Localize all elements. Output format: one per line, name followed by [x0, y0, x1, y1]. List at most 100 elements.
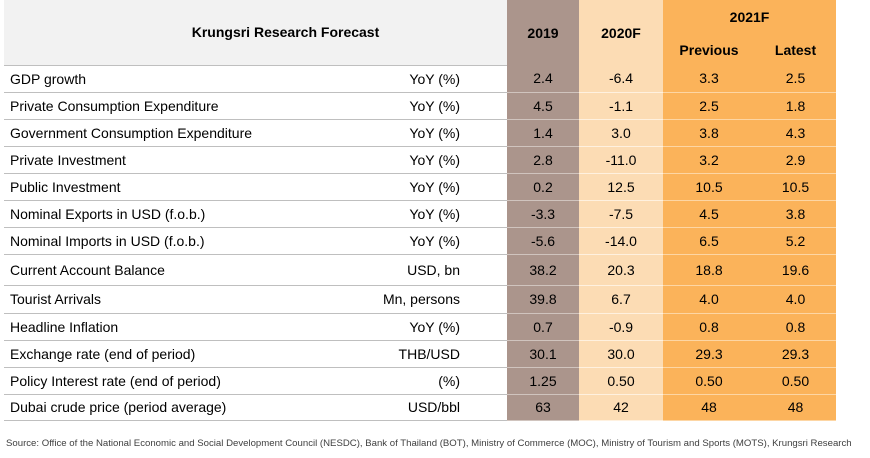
value-2020f-cell: 0.50	[579, 367, 663, 395]
indicator-cell: GDP growth	[4, 65, 304, 93]
unit-cell: THB/USD	[304, 340, 507, 368]
value-2021f-latest-cell: 48	[755, 394, 837, 421]
value-2019-cell: 63	[507, 394, 579, 421]
value-2020f-cell: 6.7	[579, 285, 663, 314]
table-row: Dubai crude price (period average) USD/bb…	[4, 394, 837, 421]
table-row: Current Account Balance USD, bn 38.2 20.3 18…	[4, 254, 837, 286]
value-2019-cell: 0.7	[507, 313, 579, 341]
unit-cell: USD, bn	[304, 254, 507, 286]
value-2021f-latest-cell: 0.50	[755, 367, 837, 395]
table-row: Headline Inflation YoY (%) 0.7 -0.9 0.8 0.8	[4, 313, 837, 341]
value-2021f-previous-cell: 4.5	[663, 200, 755, 228]
value-2019-cell: 38.2	[507, 254, 579, 286]
source-note: Source: Office of the National Economic …	[6, 438, 852, 449]
value-2021f-previous-cell: 29.3	[663, 340, 755, 368]
unit-cell: Mn, persons	[304, 285, 507, 314]
unit-cell: YoY (%)	[304, 65, 507, 93]
value-2021f-latest-cell: 2.5	[755, 65, 837, 93]
table-row: Nominal Imports in USD (f.o.b.) YoY (%) -5…	[4, 227, 837, 255]
value-2021f-previous-cell: 0.50	[663, 367, 755, 395]
header-2020f: 2020F	[579, 0, 663, 65]
value-2019-cell: 0.2	[507, 173, 579, 201]
value-2021f-latest-cell: 2.9	[755, 146, 837, 174]
value-2020f-cell: 12.5	[579, 173, 663, 201]
value-2021f-latest-cell: 5.2	[755, 227, 837, 255]
value-2020f-cell: 20.3	[579, 254, 663, 286]
value-2020f-cell: -1.1	[579, 92, 663, 120]
value-2021f-latest-cell: 19.6	[755, 254, 837, 286]
value-2020f-cell: -11.0	[579, 146, 663, 174]
forecast-table-container: Krungsri Research Forecast 2019 2020F 20…	[4, 0, 837, 421]
value-2019-cell: 30.1	[507, 340, 579, 368]
value-2020f-cell: 3.0	[579, 119, 663, 147]
value-2020f-cell: 42	[579, 394, 663, 421]
indicator-cell: Dubai crude price (period average)	[4, 394, 304, 421]
table-row: Private Consumption Expenditure YoY (%) 4.…	[4, 92, 837, 120]
header-latest: Latest	[755, 34, 837, 65]
indicator-cell: Tourist Arrivals	[4, 285, 304, 314]
indicator-cell: Private Consumption Expenditure	[4, 92, 304, 120]
unit-cell: YoY (%)	[304, 227, 507, 255]
table-row: Policy Interest rate (end of period) (%) 1…	[4, 367, 837, 395]
unit-cell: USD/bbl	[304, 394, 507, 421]
unit-cell: YoY (%)	[304, 119, 507, 147]
unit-cell: YoY (%)	[304, 173, 507, 201]
value-2019-cell: 4.5	[507, 92, 579, 120]
value-2019-cell: 1.4	[507, 119, 579, 147]
table-title: Krungsri Research Forecast	[4, 0, 507, 66]
value-2020f-cell: -6.4	[579, 65, 663, 93]
header-2019: 2019	[507, 0, 579, 65]
value-2020f-cell: -7.5	[579, 200, 663, 228]
table-row: Exchange rate (end of period) THB/USD 30.1…	[4, 340, 837, 368]
table-row: Private Investment YoY (%) 2.8 -11.0 3.2 2.9	[4, 146, 837, 174]
unit-cell: (%)	[304, 367, 507, 395]
table-row: GDP growth YoY (%) 2.4 -6.4 3.3 2.5	[4, 65, 837, 93]
indicator-cell: Public Investment	[4, 173, 304, 201]
value-2021f-previous-cell: 3.3	[663, 65, 755, 93]
value-2021f-latest-cell: 4.3	[755, 119, 837, 147]
value-2020f-cell: -0.9	[579, 313, 663, 341]
indicator-cell: Headline Inflation	[4, 313, 304, 341]
value-2020f-cell: 30.0	[579, 340, 663, 368]
header-previous: Previous	[663, 34, 755, 65]
value-2019-cell: -3.3	[507, 200, 579, 228]
value-2021f-previous-cell: 6.5	[663, 227, 755, 255]
value-2020f-cell: -14.0	[579, 227, 663, 255]
unit-cell: YoY (%)	[304, 200, 507, 228]
value-2021f-latest-cell: 1.8	[755, 92, 837, 120]
indicator-cell: Policy Interest rate (end of period)	[4, 367, 304, 395]
table-row: Public Investment YoY (%) 0.2 12.5 10.5 10.5	[4, 173, 837, 201]
value-2021f-previous-cell: 48	[663, 394, 755, 421]
value-2019-cell: 2.4	[507, 65, 579, 93]
value-2019-cell: -5.6	[507, 227, 579, 255]
value-2019-cell: 1.25	[507, 367, 579, 395]
value-2021f-latest-cell: 3.8	[755, 200, 837, 228]
value-2021f-previous-cell: 3.2	[663, 146, 755, 174]
value-2021f-previous-cell: 10.5	[663, 173, 755, 201]
value-2021f-latest-cell: 0.8	[755, 313, 837, 341]
indicator-cell: Current Account Balance	[4, 254, 304, 286]
unit-cell: YoY (%)	[304, 146, 507, 174]
value-2019-cell: 39.8	[507, 285, 579, 314]
value-2019-cell: 2.8	[507, 146, 579, 174]
unit-cell: YoY (%)	[304, 92, 507, 120]
indicator-cell: Exchange rate (end of period)	[4, 340, 304, 368]
value-2021f-latest-cell: 4.0	[755, 285, 837, 314]
table-row: Nominal Exports in USD (f.o.b.) YoY (%) -3…	[4, 200, 837, 228]
table-row: Tourist Arrivals Mn, persons 39.8 6.7 4.0 4.0	[4, 285, 837, 314]
value-2021f-previous-cell: 2.5	[663, 92, 755, 120]
indicator-cell: Government Consumption Expenditure	[4, 119, 304, 147]
value-2021f-previous-cell: 3.8	[663, 119, 755, 147]
value-2021f-latest-cell: 29.3	[755, 340, 837, 368]
table-row: Government Consumption Expenditure YoY (%…	[4, 119, 837, 147]
value-2021f-latest-cell: 10.5	[755, 173, 837, 201]
indicator-cell: Nominal Exports in USD (f.o.b.)	[4, 200, 304, 228]
indicator-cell: Nominal Imports in USD (f.o.b.)	[4, 227, 304, 255]
indicator-cell: Private Investment	[4, 146, 304, 174]
value-2021f-previous-cell: 4.0	[663, 285, 755, 314]
value-2021f-previous-cell: 0.8	[663, 313, 755, 341]
value-2021f-previous-cell: 18.8	[663, 254, 755, 286]
header-2021f: 2021F	[663, 0, 837, 34]
forecast-table: Krungsri Research Forecast 2019 2020F 20…	[4, 0, 837, 421]
unit-cell: YoY (%)	[304, 313, 507, 341]
